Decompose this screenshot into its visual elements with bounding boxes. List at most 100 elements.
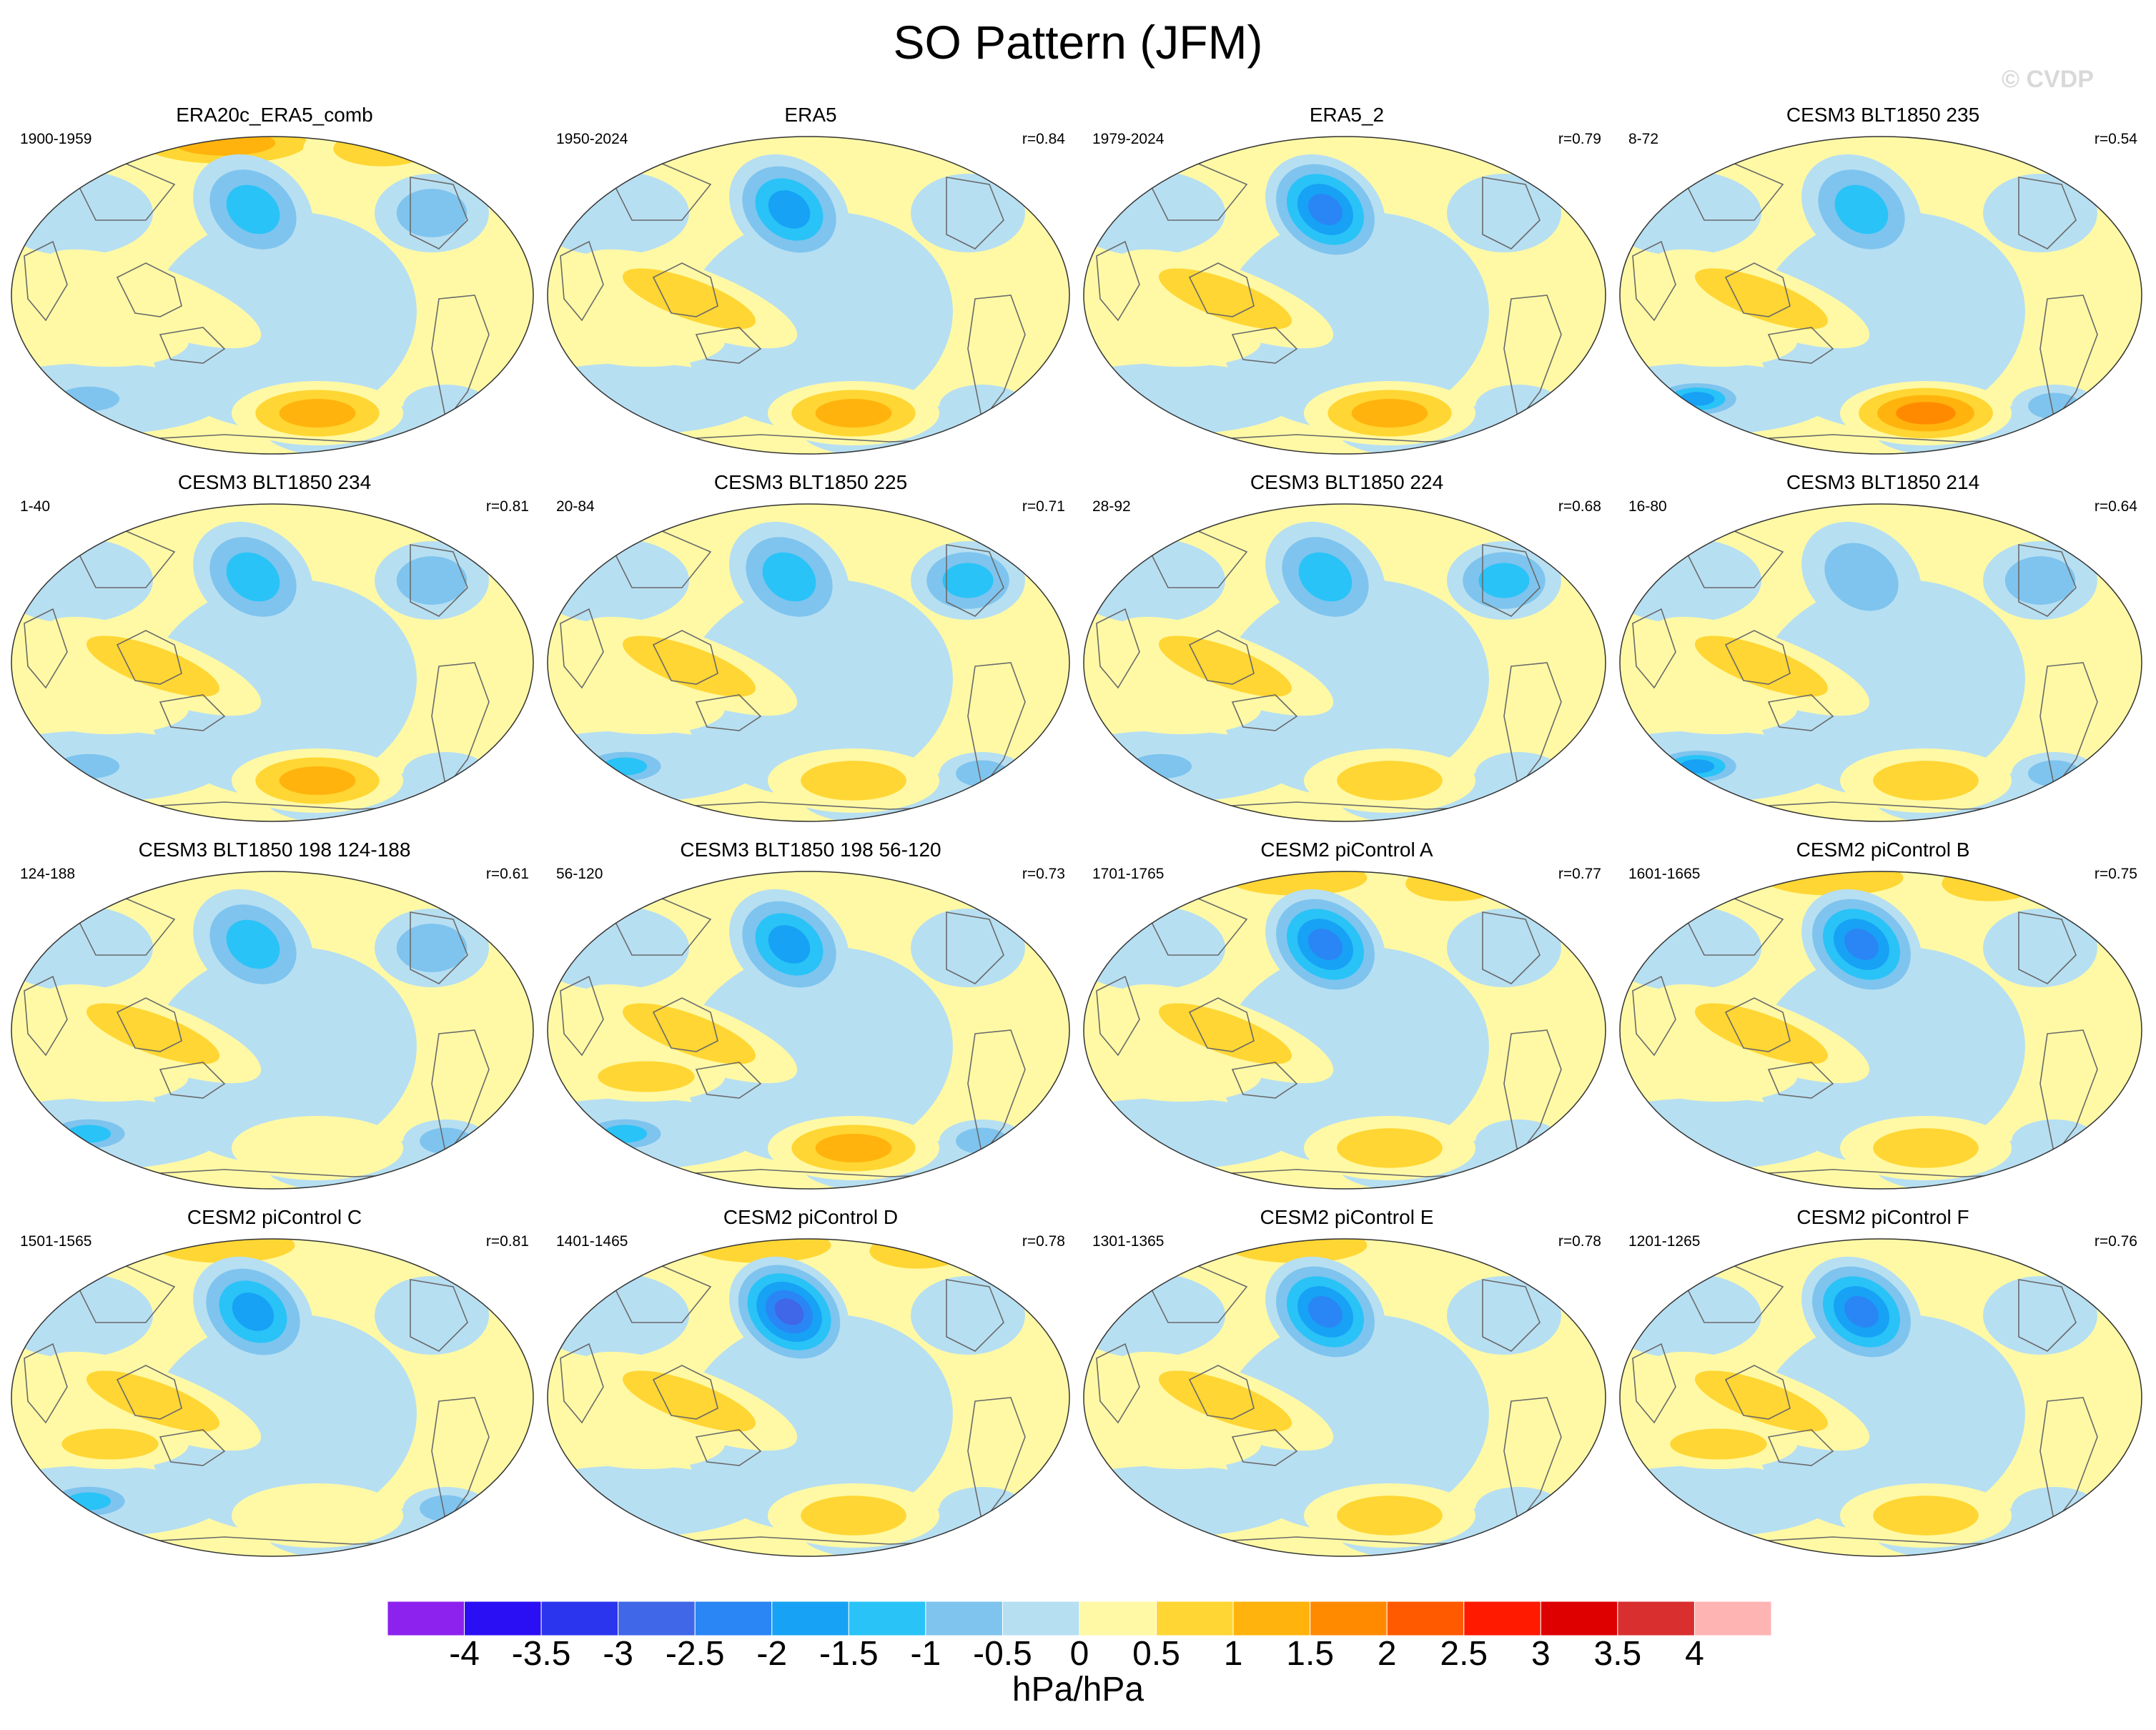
colorbar-swatch <box>1156 1601 1234 1636</box>
panel-title: CESM3 BLT1850 224 <box>1250 471 1444 493</box>
map-panel: CESM3 BLT1850 224 28-92 r=0.68 <box>1082 470 1611 828</box>
panel-years: 124-188 <box>20 866 76 882</box>
panel-correlation: r=0.79 <box>1558 131 1601 147</box>
panel-correlation: r=0.76 <box>2094 1233 2137 1250</box>
panel-correlation: r=0.71 <box>1022 498 1065 515</box>
colorbar-tick-label: -3.5 <box>511 1635 571 1673</box>
panel-title: CESM2 piControl F <box>1796 1206 1969 1228</box>
globe-outline <box>547 503 1070 822</box>
map-plot <box>1619 871 2142 1190</box>
panel-title: ERA5_2 <box>1309 104 1385 126</box>
panel-correlation: r=0.54 <box>2094 131 2137 147</box>
panel-title: CESM3 BLT1850 235 <box>1786 104 1980 126</box>
panel-title: CESM3 BLT1850 225 <box>713 471 908 493</box>
colorbar-tick-label: 0 <box>1069 1635 1089 1673</box>
panel-years: 16-80 <box>1628 498 1667 515</box>
panel-title: CESM2 piControl C <box>187 1206 362 1228</box>
colorbar-swatch <box>925 1601 1003 1636</box>
panel-years: 1900-1959 <box>20 131 92 147</box>
panel-years: 56-120 <box>556 866 603 882</box>
map-plot <box>1083 871 1606 1190</box>
panel-correlation: r=0.77 <box>1558 866 1601 882</box>
panel-years: 1501-1565 <box>20 1233 92 1250</box>
colorbar-swatch <box>771 1601 849 1636</box>
panel-title: CESM2 piControl E <box>1260 1206 1434 1228</box>
globe-outline <box>1619 1238 2142 1557</box>
panel-correlation: r=0.78 <box>1022 1233 1065 1250</box>
globe-outline <box>1083 871 1606 1190</box>
colorbar-swatch <box>1232 1601 1311 1636</box>
panel-correlation: r=0.73 <box>1022 866 1065 882</box>
colorbar-swatch <box>694 1601 773 1636</box>
map-plot <box>547 503 1070 822</box>
colorbar-swatch <box>540 1601 619 1636</box>
map-plot <box>1083 136 1606 455</box>
map-plot <box>1619 1238 2142 1557</box>
map-plot <box>547 871 1070 1190</box>
map-plot <box>547 136 1070 455</box>
panel-title: CESM2 piControl D <box>723 1206 899 1228</box>
panel-grid: ERA20c_ERA5_comb 1900-1959 ERA5 1950-2024 r=… <box>10 104 2147 1563</box>
panel-title: CESM3 BLT1850 214 <box>1786 471 1980 493</box>
colorbar-swatch <box>1463 1601 1541 1636</box>
map-plot <box>11 871 534 1190</box>
panel-title: CESM3 BLT1850 198 124-188 <box>138 839 411 861</box>
map-plot <box>11 503 534 822</box>
map-panel: CESM2 piControl D 1401-1465 r=0.78 <box>546 1205 1075 1563</box>
colorbar-tick-label: -4 <box>449 1635 480 1673</box>
panel-years: 1979-2024 <box>1092 131 1164 147</box>
globe-outline <box>1083 1238 1606 1557</box>
panel-years: 1301-1365 <box>1092 1233 1164 1250</box>
colorbar-tick-label: -0.5 <box>973 1635 1032 1673</box>
panel-years: 1701-1765 <box>1092 866 1164 882</box>
colorbar-tick-label: -1 <box>910 1635 941 1673</box>
colorbar-swatch <box>1540 1601 1618 1636</box>
panel-years: 1601-1665 <box>1628 866 1701 882</box>
globe-outline <box>1619 136 2142 455</box>
colorbar-swatch <box>1002 1601 1080 1636</box>
colorbar-tick-label: 3 <box>1531 1635 1551 1673</box>
globe-outline <box>11 1238 534 1557</box>
colorbar-tick-label: 4 <box>1685 1635 1704 1673</box>
colorbar-swatch <box>848 1601 926 1636</box>
globe-outline <box>11 871 534 1190</box>
map-panel: CESM3 BLT1850 225 20-84 r=0.71 <box>546 470 1075 828</box>
colorbar-tick-label: 1 <box>1223 1635 1243 1673</box>
colorbar-swatch <box>618 1601 696 1636</box>
colorbar-tick-label: 1.5 <box>1286 1635 1335 1673</box>
panel-correlation: r=0.75 <box>2094 866 2137 882</box>
figure-title: SO Pattern (JFM) <box>893 16 1263 69</box>
map-plot <box>1083 503 1606 822</box>
colorbar-swatch <box>1386 1601 1465 1636</box>
panel-correlation: r=0.81 <box>485 498 529 515</box>
map-panel: CESM2 piControl F 1201-1265 r=0.76 <box>1618 1205 2147 1563</box>
panel-years: 28-92 <box>1092 498 1131 515</box>
map-plot <box>1619 136 2142 455</box>
colorbar-swatch <box>1079 1601 1157 1636</box>
colorbar-units: hPa/hPa <box>1012 1671 1144 1709</box>
colorbar-tick-label: -3 <box>603 1635 633 1673</box>
globe-outline <box>11 503 534 822</box>
colorbar-swatch <box>1693 1601 1772 1636</box>
colorbar-tick-label: 3.5 <box>1593 1635 1642 1673</box>
colorbar-tick-label: -2 <box>756 1635 788 1673</box>
panel-years: 1-40 <box>20 498 51 515</box>
colorbar-swatch <box>1310 1601 1388 1636</box>
panel-years: 1401-1465 <box>556 1233 628 1250</box>
map-panel: CESM3 BLT1850 198 124-188 124-188 r=0.61 <box>10 838 539 1195</box>
panel-correlation: r=0.61 <box>485 866 529 882</box>
panel-correlation: r=0.68 <box>1558 498 1601 515</box>
panel-correlation: r=0.78 <box>1558 1233 1601 1250</box>
globe-outline <box>1619 871 2142 1190</box>
colorbar-tick-label: 2 <box>1377 1635 1397 1673</box>
map-panel: CESM2 piControl C 1501-1565 r=0.81 <box>10 1205 539 1563</box>
colorbar-swatch <box>387 1601 465 1636</box>
colorbar-tick-label: -2.5 <box>665 1635 725 1673</box>
globe-outline <box>1619 503 2142 822</box>
map-panel: CESM2 piControl A 1701-1765 r=0.77 <box>1082 838 1611 1195</box>
map-panel: CESM2 piControl B 1601-1665 r=0.75 <box>1618 838 2147 1195</box>
panel-title: CESM2 piControl A <box>1260 839 1433 861</box>
map-panel: CESM3 BLT1850 234 1-40 r=0.81 <box>10 470 539 828</box>
panel-years: 1950-2024 <box>556 131 628 147</box>
globe-outline <box>547 871 1070 1190</box>
